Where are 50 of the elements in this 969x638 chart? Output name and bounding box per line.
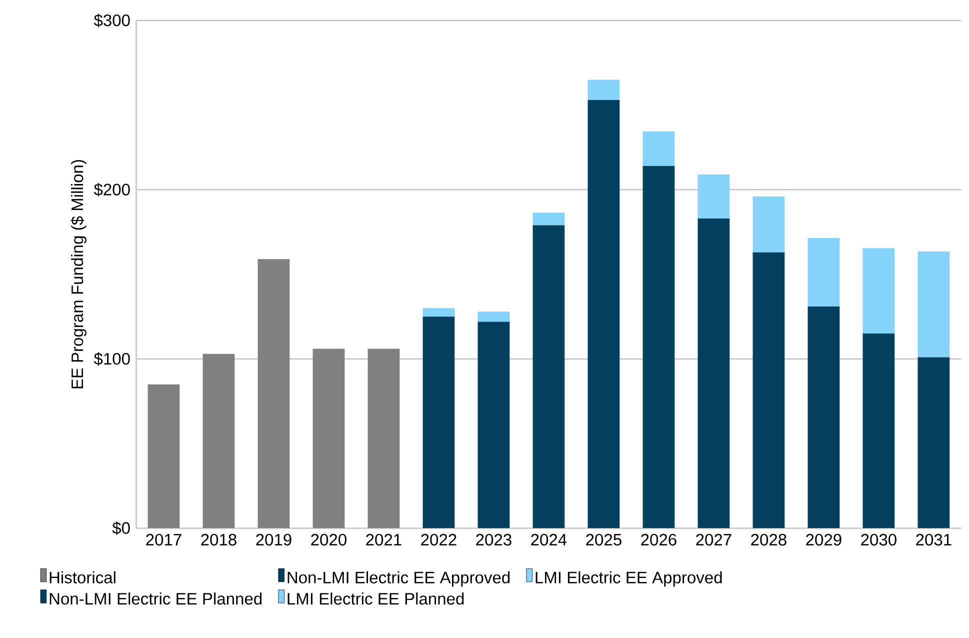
bar bbox=[148, 384, 180, 528]
y-tick-label: $0 bbox=[112, 522, 130, 536]
y-tick-label: $200 bbox=[94, 183, 130, 197]
x-tick-label: 2028 bbox=[751, 534, 786, 546]
x-tick-label: 2019 bbox=[256, 534, 292, 546]
bar bbox=[258, 259, 290, 528]
y-axis-title: EE Program Funding ($ Million) bbox=[70, 160, 86, 389]
bar bbox=[422, 308, 455, 317]
x-tick-label: 2029 bbox=[806, 534, 842, 546]
bar bbox=[862, 334, 895, 528]
y-tick-label: $100 bbox=[94, 352, 130, 366]
bar bbox=[752, 252, 785, 528]
bar bbox=[808, 306, 840, 528]
bar bbox=[808, 238, 840, 307]
bar bbox=[368, 349, 400, 528]
x-tick-label: 2026 bbox=[641, 534, 676, 546]
bar bbox=[532, 212, 565, 226]
x-tick-label: 2024 bbox=[531, 534, 567, 546]
y-tick-label: $300 bbox=[94, 14, 130, 28]
bar bbox=[478, 312, 510, 322]
x-tick-label: 2020 bbox=[311, 534, 346, 546]
bar bbox=[478, 322, 510, 528]
bar bbox=[698, 218, 730, 528]
bar bbox=[642, 166, 675, 528]
legend-label: Historical bbox=[50, 572, 116, 584]
x-tick-label: 2030 bbox=[861, 534, 896, 546]
x-tick-label: 2021 bbox=[366, 534, 402, 546]
legend-label: Non-LMI Electric EE Planned bbox=[50, 592, 262, 605]
bar bbox=[862, 248, 895, 334]
x-tick-label: 2023 bbox=[476, 534, 512, 546]
bar bbox=[312, 349, 345, 528]
bar bbox=[752, 196, 785, 253]
x-tick-label: 2027 bbox=[696, 534, 732, 546]
legend-label: Non-LMI Electric EE Approved bbox=[288, 572, 510, 587]
bar bbox=[918, 252, 950, 358]
x-tick-label: 2018 bbox=[201, 534, 236, 546]
x-tick-label: 2025 bbox=[586, 534, 622, 546]
bar bbox=[698, 174, 730, 219]
x-tick-label: 2022 bbox=[421, 534, 456, 546]
bar bbox=[918, 357, 950, 528]
bar bbox=[202, 354, 235, 528]
legend-label: LMI Electric EE Approved bbox=[536, 572, 722, 587]
x-tick-label: 2031 bbox=[916, 534, 952, 546]
bar bbox=[532, 225, 565, 528]
bar bbox=[588, 80, 620, 100]
legend-label: LMI Electric EE Planned bbox=[288, 592, 464, 605]
bar bbox=[642, 132, 675, 166]
x-tick-label: 2017 bbox=[146, 534, 182, 546]
bar bbox=[422, 316, 455, 528]
bar bbox=[588, 100, 620, 528]
